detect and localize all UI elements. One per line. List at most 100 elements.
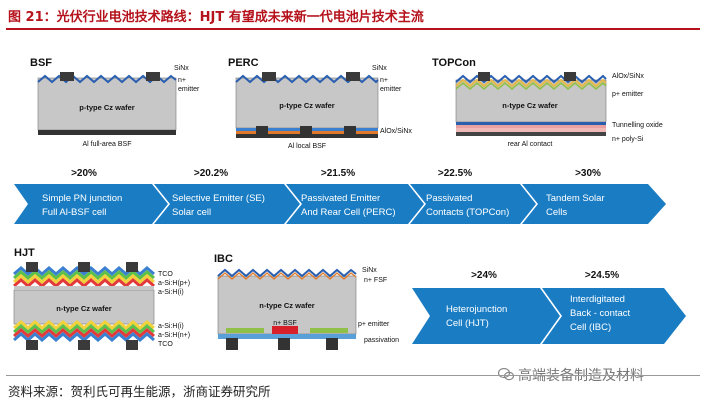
hjt-asi-layer: [13, 320, 155, 330]
perc-emitter-label: n+: [380, 77, 388, 84]
roadmap-step-text: And Rear Cell (PERC): [301, 207, 396, 218]
figure-title: 图 21：光伏行业电池技术路线：HJT 有望成未来新一代电池片技术主流: [8, 10, 424, 25]
bsf-sinx-label: SiNx: [174, 65, 189, 72]
hjt-front-contact: [78, 262, 90, 272]
solar-cell-roadmap-diagram: BSF p-type Cz wafer SiNx n+ emitter Al f…: [13, 57, 686, 350]
hjt-layer-label: a-Si:H(n+): [158, 332, 190, 339]
ibc-wafer-label: n-type Cz wafer: [259, 301, 315, 310]
roadmap-arrow-segment: [410, 184, 536, 224]
watermark-text: 高端装备制造及材料: [518, 368, 644, 384]
bsf-cell-diagram: BSF p-type Cz wafer SiNx n+ emitter Al f…: [30, 57, 200, 148]
roadmap-arrow-segment: [522, 184, 666, 224]
watermark: 高端装备制造及材料: [497, 365, 644, 385]
bsf-front-contact: [146, 72, 160, 81]
roadmap-arrow-segment: [14, 184, 168, 224]
topcon-alox-label: AlOx/SiNx: [612, 73, 644, 80]
hjt-asi-layer: [13, 328, 155, 338]
bsf-emitter-label: emitter: [178, 86, 200, 93]
hjt-layer-label: a-Si:H(i): [158, 323, 184, 330]
bsf-label: BSF: [30, 57, 52, 69]
hjt-wafer-fill: [14, 286, 154, 290]
ibc-cell-diagram: IBC n-type Cz wafer SiNx n+ FSF n+ BSF p…: [214, 253, 399, 350]
topcon-rear-contact: [456, 132, 606, 136]
topcon-rear-label: rear Al contact: [508, 141, 553, 148]
source-note: 资料来源：贺利氏可再生能源，浙商证券研究所: [8, 384, 271, 399]
ibc-label: IBC: [214, 253, 233, 265]
bottom-roadmap: >24% >24.5% Heterojunction Cell (HJT) In…: [412, 270, 686, 344]
ibc-fsf-label: n+ FSF: [364, 277, 387, 284]
bsf-wafer: [37, 77, 177, 131]
title-divider: [6, 28, 700, 30]
topcon-emitter-layer: [455, 81, 607, 91]
wechat-icon: [497, 367, 515, 385]
hjt-label: HJT: [14, 247, 35, 259]
roadmap-step-text: Heterojunction: [446, 304, 507, 315]
hjt-layer-label: TCO: [158, 271, 173, 278]
hjt-asi-layer: [13, 274, 155, 284]
bsf-back-layer: [38, 130, 176, 135]
perc-local-contact: [344, 126, 356, 134]
topcon-emitter-label: p+ emitter: [612, 91, 644, 98]
hjt-back-contact: [78, 340, 90, 350]
roadmap-arrow-segment: [154, 184, 300, 224]
roadmap-step-text: Simple PN junction: [42, 193, 122, 204]
roadmap-step-text: Cells: [546, 207, 567, 218]
ibc-back-contact: [226, 338, 238, 350]
topcon-polysi-label: n+ poly-Si: [612, 136, 644, 143]
hjt-front-contact: [126, 262, 138, 272]
efficiency-label: >20%: [71, 168, 97, 179]
hjt-back-contact: [126, 340, 138, 350]
ibc-emitter: [226, 328, 264, 333]
bsf-wafer-label: p-type Cz wafer: [79, 103, 135, 112]
hjt-layer-label: a-Si:H(p+): [158, 280, 190, 287]
efficiency-label: >24%: [471, 270, 497, 281]
hjt-asi-layer: [13, 324, 155, 334]
perc-bottom-label: Al local BSF: [288, 143, 326, 150]
topcon-front-contact: [478, 72, 490, 81]
perc-emitter-label: emitter: [380, 86, 402, 93]
topcon-label: TOPCon: [432, 57, 476, 69]
ibc-emitter: [310, 328, 348, 333]
hjt-layer-label: a-Si:H(i): [158, 289, 184, 296]
perc-local-contact: [300, 126, 312, 134]
ibc-bsf-label: n+ BSF: [273, 320, 297, 327]
ibc-passivation: [218, 334, 356, 339]
roadmap-step-text: Cell (IBC): [570, 322, 611, 333]
perc-cell-diagram: PERC p-type Cz wafer SiNx n+ emitter AlO…: [228, 57, 412, 150]
perc-label: PERC: [228, 57, 259, 69]
bsf-emitter-label: n+: [178, 77, 186, 84]
ibc-bsf: [272, 326, 298, 334]
hjt-cell-diagram: HJT n-type Cz wafer TCO a-Si:H(p+) a-Si:…: [13, 247, 190, 350]
hjt-asi-layer: [13, 270, 155, 280]
topcon-front-contact: [564, 72, 576, 81]
roadmap-arrow-segment: [542, 288, 686, 344]
hjt-layer-label: TCO: [158, 341, 173, 348]
efficiency-label: >30%: [575, 168, 601, 179]
ibc-back-contact: [326, 338, 338, 350]
roadmap-step-text: Back - contact: [570, 308, 631, 319]
topcon-poly-si: [456, 128, 606, 132]
hjt-wafer-label: n-type Cz wafer: [56, 304, 112, 313]
roadmap-step-text: Interdigitated: [570, 294, 625, 305]
topcon-cell-diagram: TOPCon n-type Cz wafer AlOx/SiNx p+ emit…: [432, 57, 663, 148]
topcon-wafer-label: n-type Cz wafer: [502, 101, 558, 110]
hjt-back-contact: [26, 340, 38, 350]
efficiency-label: >21.5%: [321, 168, 355, 179]
topcon-emitter-layer: [455, 78, 607, 88]
top-roadmap: >20% >20.2% >21.5% >22.5% >30% Simple PN…: [14, 168, 666, 224]
ibc-back-contact: [278, 338, 290, 350]
ibc-sinx-label: SiNx: [362, 267, 377, 274]
roadmap-step-text: Selective Emitter (SE): [172, 193, 265, 204]
perc-wafer: [235, 77, 379, 129]
ibc-emitter-label: p+ emitter: [358, 321, 390, 328]
footer-divider: [6, 375, 700, 376]
roadmap-step-text: Cell (HJT): [446, 318, 489, 329]
roadmap-step-text: Contacts (TOPCon): [426, 207, 509, 218]
perc-passivation-label: AlOx/SiNx: [380, 128, 412, 135]
bsf-front-contact: [60, 72, 74, 81]
bsf-bottom-label: Al full-area BSF: [82, 141, 131, 148]
efficiency-label: >20.2%: [194, 168, 228, 179]
roadmap-step-text: Full Al-BSF cell: [42, 207, 106, 218]
efficiency-label: >22.5%: [438, 168, 472, 179]
roadmap-step-text: Passivated Emitter: [301, 193, 380, 204]
